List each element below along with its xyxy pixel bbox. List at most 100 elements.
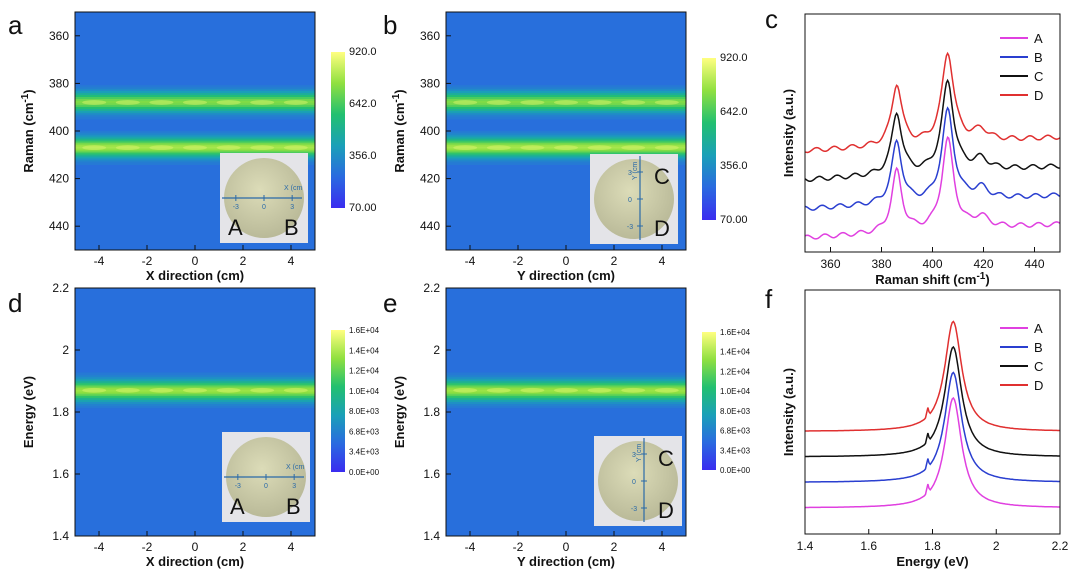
- heatmap-row: [446, 102, 686, 106]
- heatmap-row: [446, 87, 686, 90]
- colorbar-tick-label: 6.8E+03: [349, 427, 380, 436]
- heatmap-row: [75, 91, 315, 94]
- heatmap-row: [446, 140, 686, 144]
- heatmap-row: [75, 132, 315, 136]
- colorbar-tick-label: 0.0E+00: [720, 466, 751, 475]
- inset-tick-label: 3: [628, 170, 632, 177]
- heatmap-row: [75, 104, 315, 108]
- heatmap-row: [446, 405, 686, 409]
- heatmap-row: [446, 114, 686, 118]
- y-axis-label-sup: -1: [20, 93, 31, 102]
- heatmap-row: [75, 95, 315, 98]
- heatmap-row: [75, 372, 315, 376]
- colorbar-tick-label: 3.4E+03: [720, 446, 751, 455]
- panel-e: -4 -2 0 2 4 1.4 1.6 1.8 2 2.2 Y direction (cm) Ener…: [383, 281, 751, 569]
- y-tick-label: 380: [420, 76, 440, 90]
- inset-tick-label: -3: [233, 204, 239, 211]
- y-axis-label: Energy (eV): [21, 376, 36, 448]
- heatmap-row: [75, 156, 315, 160]
- wafer-inset: Y (cm3 0 -3 C D: [590, 154, 678, 244]
- panel-b: -4 -2 0 2 4 360 380 400 420 440 Y direction (cm) Ra…: [383, 10, 748, 283]
- y-axis-label-sup: -1: [391, 93, 402, 102]
- heatmap-row: [75, 158, 315, 162]
- x-tick-label: 4: [659, 540, 666, 554]
- y-axis-label: Raman (cm-1): [391, 89, 407, 172]
- panel-c: 360 380 400 420 440 Raman shift (cm-1) Intensi…: [765, 4, 1061, 287]
- colorbar-tick-label: 1.2E+04: [720, 367, 751, 376]
- band-highlight: [149, 145, 174, 151]
- series-line-A: [805, 396, 1060, 509]
- y-tick-label: 1.8: [423, 405, 440, 419]
- inset-axis-label: X (cm: [284, 185, 302, 192]
- band-highlight: [654, 145, 679, 151]
- colorbar-tick-label: 1.6E+04: [720, 328, 751, 337]
- heatmap-row: [75, 384, 315, 388]
- colorbar-tick-label: 8.0E+03: [720, 407, 751, 416]
- heatmap-row: [446, 132, 686, 136]
- y-axis-label: Energy (eV): [392, 376, 407, 448]
- colorbar-tick-label: 6.8E+03: [720, 427, 751, 436]
- panel-label: b: [383, 10, 397, 40]
- heatmap-row: [75, 401, 315, 405]
- inset-point-label: C: [658, 446, 674, 471]
- colorbar: [331, 52, 345, 208]
- band-highlight: [183, 145, 207, 151]
- x-tick-label: 1.4: [797, 539, 814, 553]
- y-tick-label: 420: [49, 172, 69, 186]
- heatmap-row: [446, 374, 686, 378]
- band-highlight: [554, 100, 578, 105]
- heatmap-row: [446, 384, 686, 388]
- band-highlight: [115, 145, 140, 151]
- x-tick-label: -4: [465, 540, 476, 554]
- heatmap-row: [75, 108, 315, 112]
- panel-a: -4 -2 0 2 4 360 380 400 420 440 X direction (cm) Ra…: [8, 10, 377, 283]
- heatmap-row: [75, 102, 315, 106]
- x-axis-label: X direction (cm): [146, 268, 244, 283]
- heatmap-row: [446, 146, 686, 150]
- heatmap-row: [75, 382, 315, 386]
- inset-tick-label: 0: [264, 483, 268, 490]
- heatmap-row: [446, 138, 686, 142]
- colorbar-tick-label: 70.00: [720, 214, 748, 226]
- heatmap-row: [446, 154, 686, 158]
- legend-label: B: [1034, 50, 1043, 65]
- heatmap-row: [75, 388, 315, 392]
- heatmap-row: [75, 134, 315, 138]
- x-tick-label: 400: [922, 257, 942, 271]
- band-highlight: [149, 100, 174, 105]
- x-tick-label: 2: [240, 540, 247, 554]
- series-line-B: [805, 371, 1060, 483]
- x-tick-label: 360: [820, 257, 840, 271]
- heatmap-row: [75, 89, 315, 92]
- panel-label: e: [383, 288, 397, 318]
- heatmap-row: [75, 376, 315, 380]
- heatmap-row: [446, 85, 686, 88]
- x-tick-label: 4: [659, 254, 666, 268]
- legend-label: D: [1034, 88, 1043, 103]
- heatmap-row: [75, 386, 315, 390]
- inset-axis-label: X (cm: [286, 464, 304, 471]
- inset-point-label: A: [230, 494, 245, 519]
- series-line-D: [804, 51, 1061, 154]
- inset-tick-label: -3: [235, 483, 241, 490]
- x-tick-label: 2: [611, 254, 618, 268]
- plot-frame: [804, 13, 1061, 253]
- heatmap-row: [75, 380, 315, 384]
- heatmap-row: [446, 158, 686, 162]
- series-line-A: [804, 136, 1061, 240]
- heatmap-row: [446, 399, 686, 402]
- x-tick-label: -2: [513, 540, 524, 554]
- heatmap-row: [75, 397, 315, 400]
- band-highlight: [82, 387, 107, 393]
- heatmap-row: [75, 136, 315, 140]
- heatmap-row: [75, 154, 315, 158]
- band-highlight: [115, 387, 140, 393]
- heatmap-row: [446, 134, 686, 138]
- heatmap-row: [75, 85, 315, 88]
- band-highlight: [520, 387, 545, 393]
- heatmap-row: [446, 89, 686, 92]
- panel-d: -4 -2 0 2 4 1.4 1.6 1.8 2 2.2 X direction (cm) Ener…: [8, 281, 380, 569]
- panel-f: 1.4 1.6 1.8 2 2.2 Energy (eV) Intensity (a.u.)…: [765, 284, 1069, 569]
- heatmap-row: [446, 93, 686, 96]
